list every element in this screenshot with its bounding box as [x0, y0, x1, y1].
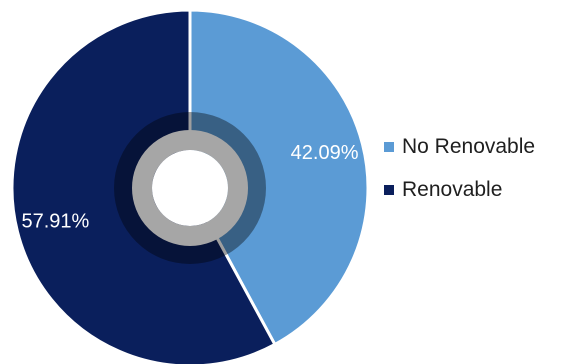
legend-swatch-renovable [384, 185, 394, 195]
pie-slice-no-renovable [188, 8, 370, 347]
center-gray-ring [132, 130, 248, 246]
legend-label-renovable: Renovable [402, 178, 503, 201]
legend: No Renovable Renovable [384, 131, 535, 217]
center-hole [152, 150, 228, 226]
legend-item-renovable: Renovable [384, 174, 535, 206]
legend-item-no-renovable: No Renovable [384, 131, 535, 163]
legend-label-no-renovable: No Renovable [402, 135, 536, 158]
legend-swatch-no-renovable [384, 142, 394, 152]
data-label-no-renovable: 42.09% [291, 142, 359, 164]
data-label-renovable: 57.91% [22, 210, 90, 232]
